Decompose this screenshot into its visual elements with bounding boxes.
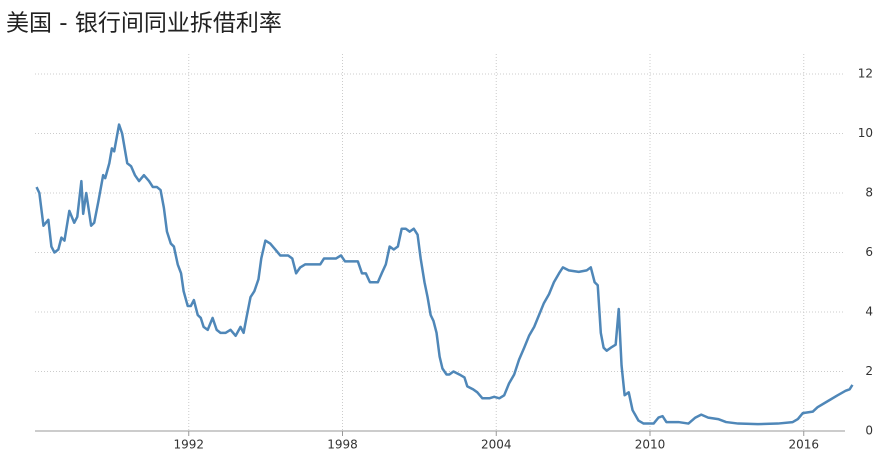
y-tick-label: 12 — [858, 67, 873, 81]
y-tick-label: 0 — [865, 424, 873, 438]
x-tick-label: 2010 — [635, 438, 666, 452]
line-series — [35, 123, 854, 426]
chart-title: 美国 - 银行间同业拆借利率 — [6, 11, 282, 37]
y-tick-label: 2 — [865, 364, 873, 378]
y-tick-label: 4 — [865, 305, 873, 319]
x-tick-label: 1992 — [173, 438, 204, 452]
y-tick-label: 10 — [858, 126, 873, 140]
x-tick-label: 2004 — [481, 438, 512, 452]
x-tick-label: 2016 — [788, 438, 819, 452]
y-tick-label: 6 — [865, 245, 873, 259]
x-tick-label: 1998 — [327, 438, 358, 452]
y-tick-label: 8 — [865, 186, 873, 200]
